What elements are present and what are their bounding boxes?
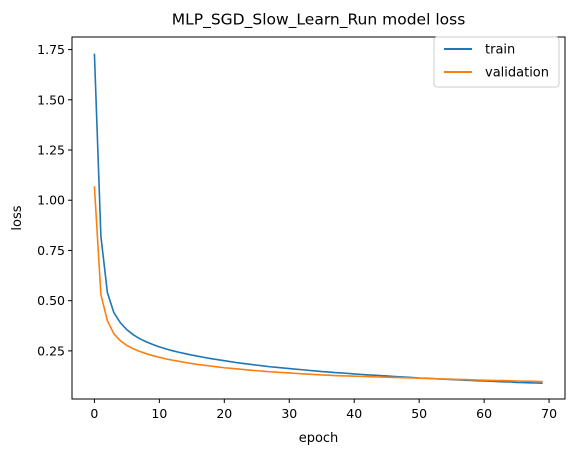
y-tick-label: 1.50 bbox=[37, 92, 65, 107]
y-axis-ticks: 0.25 0.50 0.75 1.00 1.25 1.50 1.75 bbox=[37, 42, 72, 358]
legend-label-train: train bbox=[485, 43, 515, 58]
legend: train validation bbox=[433, 36, 560, 88]
x-tick-label: 70 bbox=[541, 406, 557, 421]
y-tick-label: 1.75 bbox=[37, 42, 65, 57]
x-tick-label: 50 bbox=[411, 406, 427, 421]
x-tick-label: 60 bbox=[476, 406, 492, 421]
x-tick-label: 10 bbox=[151, 406, 167, 421]
x-axis-label: epoch bbox=[299, 431, 339, 446]
series-line-validation bbox=[93, 186, 543, 383]
y-axis-label: loss bbox=[10, 205, 25, 230]
x-tick-label: 20 bbox=[216, 406, 232, 421]
y-tick-label: 1.00 bbox=[37, 193, 65, 208]
series-layer bbox=[93, 53, 543, 385]
x-tick-label: 30 bbox=[281, 406, 297, 421]
legend-label-validation: validation bbox=[485, 66, 549, 81]
y-tick-label: 0.50 bbox=[37, 293, 65, 308]
x-axis-ticks: 0 10 20 30 40 50 60 70 bbox=[90, 399, 557, 421]
y-tick-label: 1.25 bbox=[37, 143, 65, 158]
chart-title: MLP_SGD_Slow_Learn_Run model loss bbox=[172, 11, 466, 30]
x-tick-label: 0 bbox=[90, 406, 98, 421]
y-tick-label: 0.25 bbox=[37, 343, 65, 358]
plot-frame bbox=[71, 36, 566, 400]
y-tick-label: 0.75 bbox=[37, 243, 65, 258]
x-tick-label: 40 bbox=[346, 406, 362, 421]
